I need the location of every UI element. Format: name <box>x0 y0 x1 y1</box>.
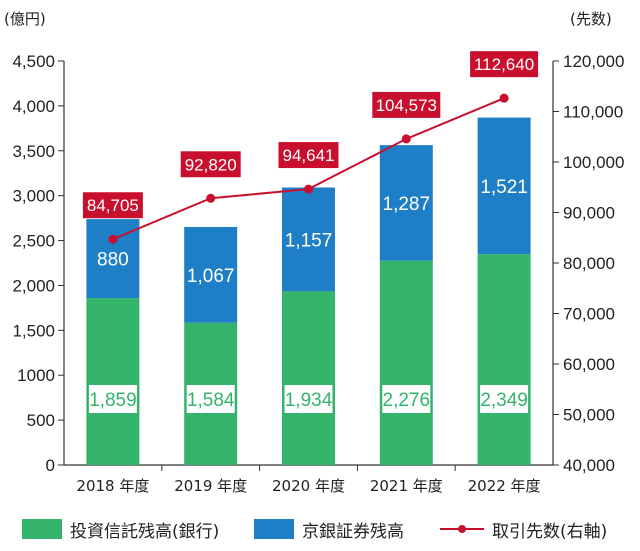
left-axis-tick-label: 3,000 <box>12 187 55 206</box>
bar-securities <box>477 117 531 255</box>
right-axis-tick-label: 90,000 <box>563 204 615 223</box>
chart-axes: 0 500 1000 1,500 2,000 2,500 3,000 3,500 4,000 4,… <box>12 52 624 495</box>
left-axis-tick-label: 0 <box>46 456 55 475</box>
left-axis-tick-label: 2,500 <box>12 232 55 251</box>
legend-swatch-funds <box>22 519 62 539</box>
line-clients-point <box>206 193 216 203</box>
left-axis-unit: (億円) <box>4 10 46 28</box>
bar-securities-label: 1,067 <box>187 266 235 287</box>
left-axis-tick-label: 1,500 <box>12 321 55 340</box>
bar-securities-label: 1,287 <box>383 194 431 215</box>
bar-funds-label-box <box>382 385 431 413</box>
left-axis-tick-label: 1000 <box>17 366 55 385</box>
line-clients-label: 92,820 <box>185 155 237 174</box>
chart-bars: 1,859 880 1,584 1,067 1,934 1,157 2,276 1,287 2,… <box>86 117 531 465</box>
bar-securities-label: 1,157 <box>285 230 333 251</box>
line-clients-label-box <box>180 151 241 178</box>
bar-securities <box>184 226 238 323</box>
right-axis-tick-label: 80,000 <box>563 254 615 273</box>
right-axis-tick-label: 40,000 <box>563 456 615 475</box>
line-clients-point <box>108 234 118 244</box>
right-axis-unit: (先数) <box>570 10 612 28</box>
chart: 0 500 1000 1,500 2,000 2,500 3,000 3,500 4,000 4,… <box>4 10 624 495</box>
x-axis-category-label: 2019 年度 <box>174 477 247 495</box>
legend-item-clients: 取引先数(右軸) <box>440 514 607 544</box>
legend-swatch-clients <box>440 519 484 539</box>
bar-securities-label: 1,521 <box>480 177 528 198</box>
line-clients-label-box <box>82 192 143 219</box>
line-clients-label: 112,640 <box>474 55 534 74</box>
bar-funds-label-box <box>480 385 529 413</box>
right-axis-tick-label: 100,000 <box>563 153 624 172</box>
line-clients-point <box>401 134 411 144</box>
bar-securities <box>379 145 433 261</box>
chart-line: 84,705 92,820 94,641 104,573 112,640 <box>82 51 539 244</box>
line-clients-label: 84,705 <box>87 196 139 215</box>
bar-funds <box>282 291 335 465</box>
x-axis-category-label: 2021 年度 <box>370 477 443 495</box>
bar-funds-label-box <box>284 385 333 413</box>
chart-legend: 投資信託残高(銀行) 京銀証券残高 取引先数(右軸) <box>0 514 640 544</box>
legend-label-securities: 京銀証券残高 <box>302 521 404 542</box>
bar-funds-label: 1,859 <box>89 390 137 411</box>
bar-funds-label-box <box>88 385 137 413</box>
bar-funds <box>477 254 531 465</box>
line-clients-label-box <box>278 142 339 169</box>
bar-securities <box>282 187 335 292</box>
bar-securities-label: 880 <box>97 250 129 271</box>
left-axis-tick-label: 500 <box>27 411 55 430</box>
x-axis-category-label: 2022 年度 <box>468 477 541 495</box>
right-axis-tick-label: 50,000 <box>563 406 615 425</box>
right-axis-tick-label: 70,000 <box>563 305 615 324</box>
line-clients-label: 104,573 <box>376 96 437 115</box>
right-axis-tick-label: 110,000 <box>563 103 623 122</box>
legend-item-securities: 京銀証券残高 <box>254 514 404 544</box>
left-axis-tick-label: 4,500 <box>12 52 55 71</box>
right-axis-tick-label: 120,000 <box>563 52 624 71</box>
left-axis-tick-label: 4,000 <box>12 97 55 116</box>
bar-funds-label: 1,584 <box>187 390 235 411</box>
line-clients-label: 94,641 <box>283 146 335 165</box>
bar-funds <box>379 260 433 465</box>
x-axis-category-label: 2020 年度 <box>272 477 345 495</box>
bar-funds-label: 2,276 <box>383 390 431 411</box>
legend-swatch-securities <box>254 519 294 539</box>
line-clients-label-box <box>372 91 441 118</box>
line-clients-label-box <box>470 51 539 78</box>
legend-item-funds: 投資信託残高(銀行) <box>22 514 219 544</box>
line-clients-point <box>499 93 509 103</box>
bar-funds-label-box <box>186 385 235 413</box>
x-axis-category-label: 2018 年度 <box>76 477 149 495</box>
bar-funds <box>86 298 140 465</box>
bar-funds-label: 2,349 <box>480 390 528 411</box>
legend-label-clients: 取引先数(右軸) <box>492 521 608 542</box>
legend-label-funds: 投資信託残高(銀行) <box>70 521 220 542</box>
right-axis-tick-label: 60,000 <box>563 355 615 374</box>
left-axis-tick-label: 2,000 <box>12 276 55 295</box>
line-clients-point <box>304 184 313 194</box>
left-axis-tick-label: 3,500 <box>12 142 55 161</box>
bar-funds-label: 1,934 <box>285 390 333 411</box>
